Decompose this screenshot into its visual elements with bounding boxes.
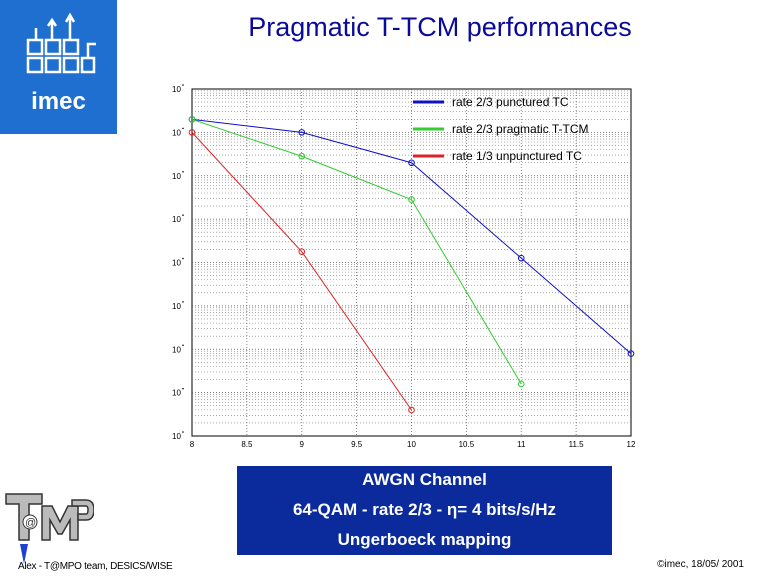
info-line-modulation: 64-QAM - rate 2/3 - η= 4 bits/s/Hz	[292, 500, 557, 519]
series-point-1	[408, 196, 415, 203]
series-point-0	[408, 159, 415, 167]
series-point-1	[517, 380, 525, 388]
y-tick-exponent	[182, 301, 184, 303]
legend-label-0: rate 2/3 punctured TC	[452, 95, 569, 109]
y-tick-exponent	[182, 387, 184, 390]
x-tick-label: 11	[517, 440, 526, 449]
imec-logo-text: imec	[31, 88, 86, 115]
series-point-0	[627, 350, 635, 357]
info-line-mapping: Ungerboeck mapping	[337, 530, 512, 549]
imec-logo: imec	[0, 0, 117, 134]
legend-label-2: rate 1/3 unpunctured TC	[452, 149, 582, 163]
series-line-1	[191, 118, 522, 385]
y-tick-exponent	[182, 214, 184, 216]
y-tick-label: 10	[172, 432, 181, 441]
legend-label-1: rate 2/3 pragmatic T-TCM	[452, 122, 589, 136]
y-tick-label: 10	[172, 302, 181, 311]
svg-text:@: @	[25, 517, 36, 529]
y-tick-label: 10	[172, 389, 181, 398]
series-point-2	[298, 248, 306, 255]
y-tick-label: 10	[172, 172, 181, 181]
series-point-0	[517, 254, 525, 262]
series-point-0	[298, 129, 306, 136]
y-tick-label: 10	[172, 345, 181, 354]
series-line-0	[191, 118, 632, 354]
x-tick-label: 12	[627, 440, 636, 449]
tmpo-logo: @	[5, 493, 94, 564]
series-point-1	[298, 152, 306, 160]
y-tick-exponent	[182, 257, 184, 260]
y-tick-label: 10	[172, 85, 181, 94]
y-tick-exponent	[182, 431, 184, 433]
x-tick-label: 9	[300, 440, 305, 449]
x-tick-label: 9.5	[351, 440, 363, 449]
y-tick-exponent	[182, 127, 184, 130]
series-point-2	[408, 406, 415, 414]
imec-logo-mark	[26, 12, 96, 74]
y-tick-label: 10	[172, 215, 181, 224]
footer-author: Alex - T@MPO team, DESICS/WISE	[18, 561, 173, 572]
series-line-2	[191, 132, 412, 411]
series-point-1	[188, 116, 196, 123]
series-point-2	[188, 129, 196, 136]
footer-copyright: ©imec, 18/05/ 2001	[657, 559, 744, 570]
y-tick-exponent	[182, 84, 184, 86]
y-tick-label: 10	[172, 128, 181, 137]
x-tick-label: 11.5	[569, 440, 585, 449]
y-tick-label: 10	[172, 259, 181, 268]
x-tick-label: 10	[407, 440, 416, 449]
x-tick-label: 8.5	[241, 440, 253, 449]
channel-info-box: AWGN Channel 64-QAM - rate 2/3 - η= 4 bi…	[237, 466, 612, 555]
info-line-channel: AWGN Channel	[362, 470, 487, 489]
ber-chart: 8 8.5 9 9.5 10 10.5 11 11.5 12 10 10 10 10 10 10 10 10 10…	[172, 84, 636, 449]
x-tick-label: 10.5	[459, 440, 475, 449]
page-title: Pragmatic T-TCM performances	[248, 12, 632, 42]
x-tick-label: 8	[190, 440, 195, 449]
y-tick-exponent	[182, 170, 184, 173]
y-tick-exponent	[182, 344, 184, 347]
